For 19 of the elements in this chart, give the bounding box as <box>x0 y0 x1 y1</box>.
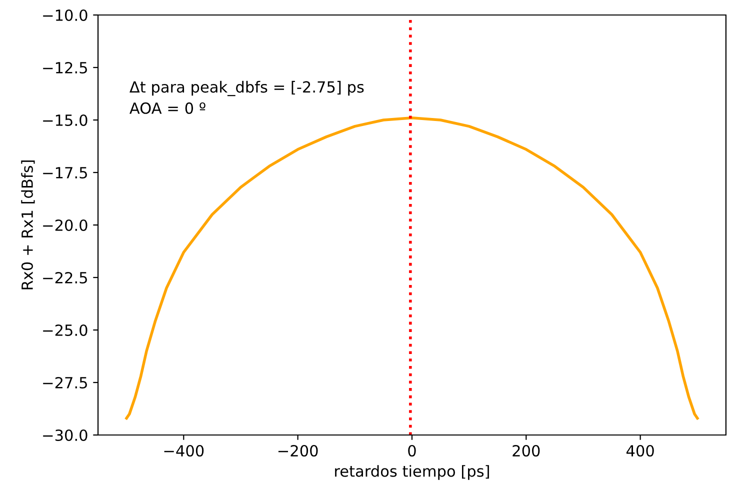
y-tick-label: −25.0 <box>43 324 88 336</box>
x-tick-label: 200 <box>512 444 540 457</box>
y-tick-label: −12.5 <box>43 62 87 74</box>
x-axis-title: retardos tiempo [ps] <box>335 465 489 480</box>
y-tick-label: −15.0 <box>43 114 88 126</box>
y-tick-label: −30.0 <box>43 429 88 442</box>
x-tick-label: 400 <box>626 444 654 457</box>
line-series <box>125 116 699 420</box>
y-tick-label: −27.5 <box>43 376 87 389</box>
y-tick-label: −17.5 <box>43 167 87 179</box>
x-tick-label: −200 <box>278 444 318 457</box>
y-axis-title: Rx0 + Rx1 [dBfs] <box>21 160 35 290</box>
annotation: AOA = 0 º <box>130 102 206 114</box>
x-tick-label: 0 <box>408 444 416 457</box>
y-tick-label: −22.5 <box>43 272 87 284</box>
annotation: Δt para peak_dbfs = [-2.75] ps <box>130 80 364 96</box>
x-tick-label: −400 <box>164 444 204 457</box>
y-tick-label: −20.0 <box>43 219 88 232</box>
y-tick-label: −10.0 <box>43 9 88 22</box>
